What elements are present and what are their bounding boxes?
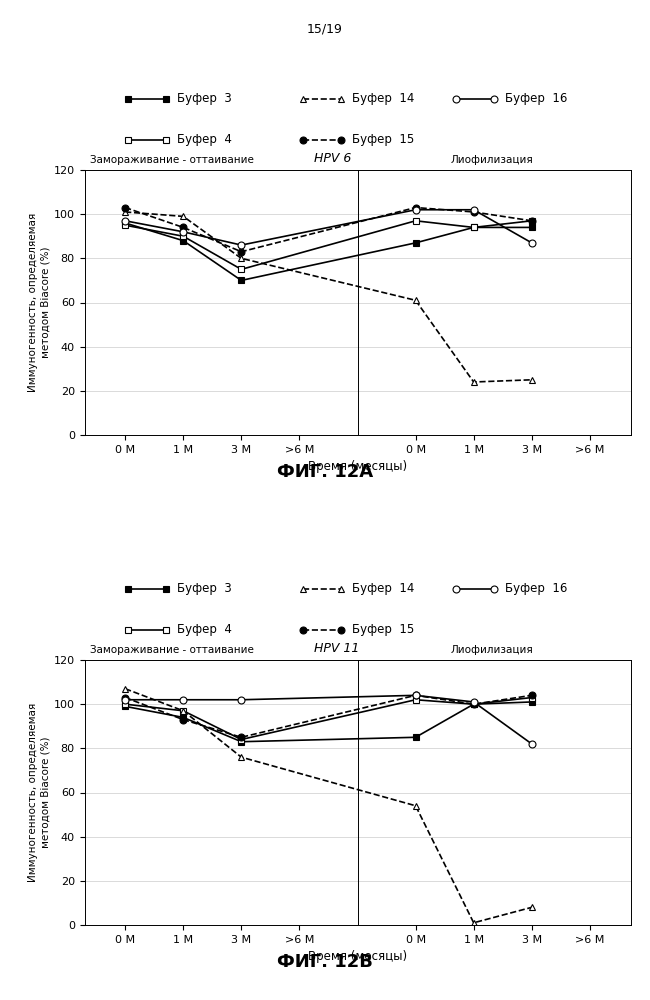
Text: Лиофилизация: Лиофилизация [450, 155, 533, 165]
Text: Буфер  16: Буфер 16 [505, 92, 567, 105]
Text: Буфер  4: Буфер 4 [177, 624, 232, 637]
Text: Буфер  16: Буфер 16 [505, 582, 567, 595]
Y-axis label: Иммуногенность, определяемая
методом Biacore (%): Иммуногенность, определяемая методом Bia… [29, 213, 51, 392]
Text: Буфер  3: Буфер 3 [177, 582, 232, 595]
Text: Лиофилизация: Лиофилизация [450, 645, 533, 655]
Text: 15/19: 15/19 [307, 22, 343, 35]
Text: Буфер  14: Буфер 14 [352, 92, 415, 105]
X-axis label: Время (месяцы): Время (месяцы) [308, 950, 407, 963]
Text: ФИГ. 12В: ФИГ. 12В [277, 953, 373, 971]
Text: HPV 6: HPV 6 [314, 152, 351, 165]
Text: Замораживание - оттаивание: Замораживание - оттаивание [90, 645, 254, 655]
Text: Буфер  4: Буфер 4 [177, 133, 232, 146]
Text: Буфер  3: Буфер 3 [177, 92, 232, 105]
Text: Замораживание - оттаивание: Замораживание - оттаивание [90, 155, 254, 165]
Y-axis label: Иммуногенность, определяемая
методом Biacore (%): Иммуногенность, определяемая методом Bia… [29, 703, 51, 882]
Text: Буфер  14: Буфер 14 [352, 582, 415, 595]
Text: Буфер  15: Буфер 15 [352, 133, 414, 146]
X-axis label: Время (месяцы): Время (месяцы) [308, 460, 407, 473]
Text: ФИГ. 12А: ФИГ. 12А [277, 463, 373, 481]
Text: HPV 11: HPV 11 [314, 642, 359, 655]
Text: Буфер  15: Буфер 15 [352, 624, 414, 637]
